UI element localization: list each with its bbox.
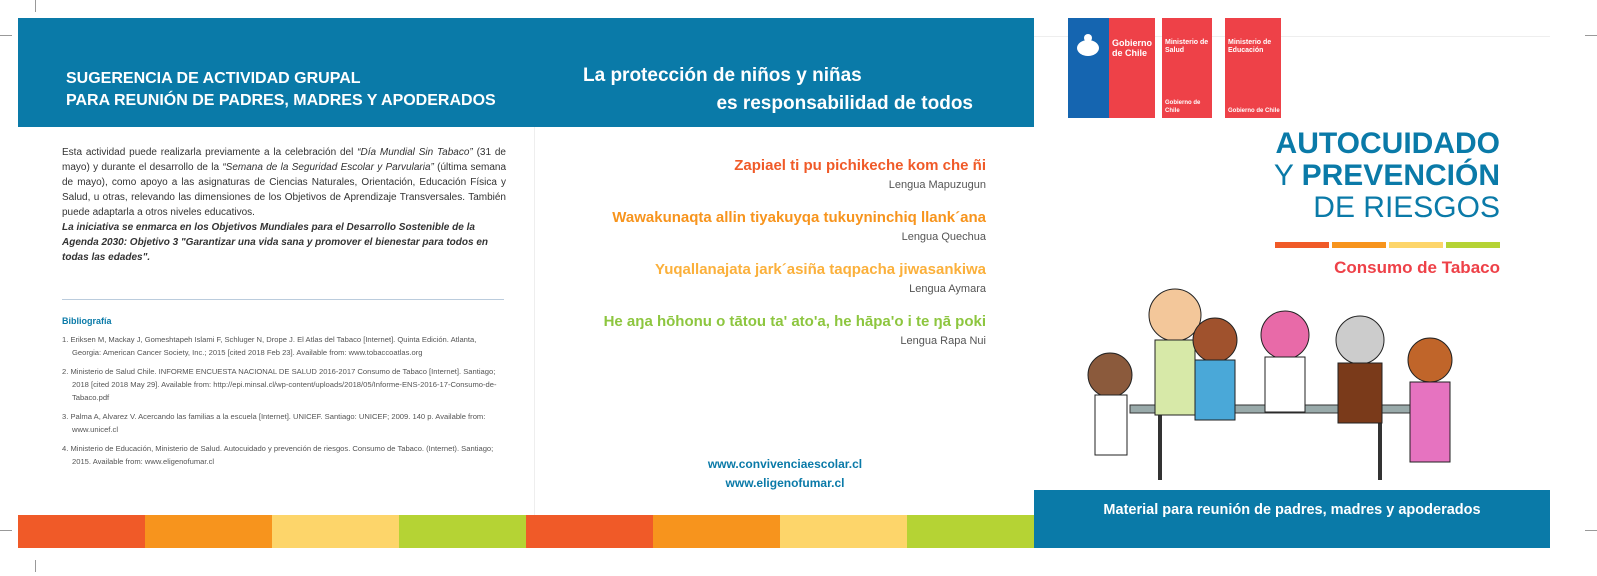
crop-mark bbox=[1585, 35, 1597, 36]
crop-mark bbox=[1585, 530, 1597, 531]
crop-mark bbox=[0, 530, 12, 531]
title-color-band bbox=[1275, 242, 1500, 248]
logo-salud: Ministerio de Salud Gobierno de Chile bbox=[1162, 18, 1212, 118]
chile-coat-of-arms-icon bbox=[1068, 18, 1109, 118]
link-convivencia[interactable]: www.convivenciaescolar.cl bbox=[707, 457, 863, 471]
language-list: Zapiael ti pu pichikeche kom che ñi Lengu… bbox=[570, 155, 986, 363]
cover-subtitle: Consumo de Tabaco bbox=[1334, 258, 1500, 277]
logo-educacion: Ministerio de Educación Gobierno de Chile bbox=[1225, 18, 1281, 118]
link-eligenofumar[interactable]: www.eligenofumar.cl bbox=[725, 476, 845, 490]
bibliography-heading: Bibliografía bbox=[62, 316, 112, 326]
crop-mark bbox=[35, 0, 36, 12]
bibliography-item: 1. Eriksen M, Mackay J, Gomeshtapeh Isla… bbox=[62, 335, 477, 357]
crop-mark bbox=[0, 35, 12, 36]
bibliography-list: 1. Eriksen M, Mackay J, Gomeshtapeh Isla… bbox=[62, 333, 506, 474]
parents-meeting-illustration bbox=[1087, 288, 1453, 480]
language-item: Zapiael ti pu pichikeche kom che ñi Lengu… bbox=[734, 157, 986, 191]
divider bbox=[1034, 36, 1550, 37]
fold-line bbox=[534, 127, 535, 515]
bibliography-item: 2. Ministerio de Salud Chile. INFORME EN… bbox=[62, 367, 497, 402]
cover-footer: Material para reunión de padres, madres … bbox=[1034, 490, 1550, 548]
logo-gobierno: Gobierno de Chile bbox=[1109, 18, 1155, 118]
color-stripes bbox=[18, 515, 1034, 548]
protection-title: La protección de niños y niñas es respon… bbox=[583, 65, 973, 114]
language-item: Yuqallanajata jark´asiña taqpacha jiwasa… bbox=[655, 261, 986, 295]
intro-paragraph: Esta actividad puede realizarla previame… bbox=[62, 147, 507, 218]
header-band bbox=[18, 18, 1034, 127]
language-item: Wawakunaqta allin tiyakuyqa tukuyninchiq… bbox=[612, 209, 986, 243]
initiative-paragraph: La iniciativa se enmarca en los Objetivo… bbox=[62, 222, 488, 263]
cover-title: AUTOCUIDADO Y PREVENCIÓN DE RIESGOS bbox=[1273, 127, 1500, 224]
crop-mark bbox=[35, 560, 36, 572]
bibliography-item: 4. Ministerio de Educación, Ministerio d… bbox=[62, 444, 494, 466]
language-item: He aŋa hōhonu o tātou ta' ato'a, he hāpa… bbox=[603, 313, 986, 347]
activity-title: SUGERENCIA DE ACTIVIDAD GRUPAL PARA REUN… bbox=[66, 70, 496, 109]
divider bbox=[62, 299, 504, 300]
website-links: www.convivenciaescolar.cl www.eligenofum… bbox=[660, 455, 910, 493]
bibliography-item: 3. Palma A, Alvarez V. Acercando las fam… bbox=[62, 412, 486, 434]
